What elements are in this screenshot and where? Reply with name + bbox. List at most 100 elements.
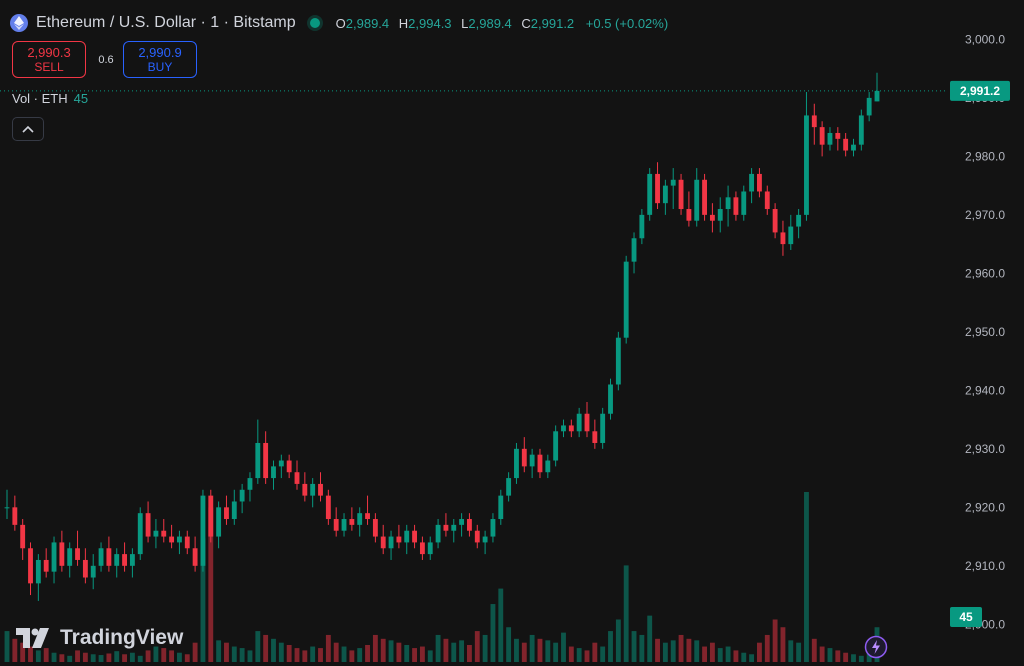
candle-body: [498, 495, 504, 520]
candle-body: [608, 384, 613, 414]
volume-bar: [396, 642, 402, 662]
candle-body: [169, 536, 175, 543]
volume-bar: [545, 640, 551, 662]
volume-bar: [67, 655, 73, 662]
symbol-title[interactable]: Ethereum / U.S. Dollar · 1 · Bitstamp: [36, 14, 296, 31]
volume-bar: [184, 654, 190, 662]
candle-body: [772, 209, 778, 233]
candle-body: [28, 548, 33, 584]
candle-body: [686, 209, 692, 221]
candle-body: [208, 495, 214, 537]
candle-body: [764, 191, 770, 210]
buy-button[interactable]: 2,990.9 BUY: [123, 41, 197, 78]
candle-body: [12, 507, 18, 525]
candle-body: [184, 536, 190, 549]
volume-bar: [255, 631, 261, 662]
volume-value: 45: [73, 91, 89, 106]
volume-bar: [122, 654, 127, 662]
spread-value: 0.6: [98, 54, 114, 66]
candle-body: [419, 542, 425, 555]
candle-body: [239, 489, 245, 502]
candle-body: [427, 542, 433, 555]
volume-bar: [490, 604, 496, 662]
volume-bar: [741, 652, 747, 662]
lightning-button[interactable]: [864, 635, 888, 659]
candle-body: [592, 431, 598, 443]
price-axis[interactable]: 2,900.02,910.02,920.02,930.02,940.02,950…: [965, 32, 1005, 631]
candle-body: [51, 542, 57, 572]
candle-body: [82, 559, 88, 578]
candle-body: [380, 536, 386, 549]
volume-bar: [137, 655, 143, 662]
candle-body: [733, 197, 739, 215]
candle-body: [576, 413, 582, 432]
volume-bar: [302, 650, 308, 662]
candle-body: [819, 127, 825, 145]
volume-bar: [788, 640, 794, 662]
volume-bar: [608, 631, 613, 662]
volume-bar: [28, 646, 33, 662]
volume-bar: [772, 619, 778, 662]
volume-bar: [435, 634, 441, 662]
candle-body: [271, 466, 276, 479]
volume-bar: [43, 648, 49, 662]
candle-body: [474, 530, 480, 543]
candle-body: [451, 524, 457, 531]
volume-label: Vol · ETH: [12, 91, 68, 106]
volume-bar: [725, 646, 731, 662]
candle-body: [694, 179, 700, 221]
close-value: 2,991.2: [530, 15, 575, 31]
sell-button[interactable]: 2,990.3 SELL: [12, 41, 86, 78]
volume-bar: [678, 634, 684, 662]
volume-bar: [780, 627, 786, 662]
candle-body: [678, 179, 684, 210]
candle-layer: [4, 72, 880, 601]
ethereum-icon: [10, 14, 28, 32]
open-key: O: [335, 15, 346, 31]
volume-bar: [59, 654, 65, 662]
candle-body: [20, 524, 26, 549]
candle-body: [804, 115, 809, 215]
volume-bar: [804, 492, 809, 662]
volume-bar: [357, 648, 363, 662]
volume-bar: [811, 638, 817, 662]
candle-body: [67, 548, 73, 566]
candle-body: [98, 548, 104, 566]
candle-body: [145, 513, 151, 537]
lightning-icon: [864, 635, 888, 659]
candle-body: [537, 454, 543, 473]
candle-body: [615, 337, 621, 385]
change-value: +0.5 (+0.02%): [585, 15, 669, 31]
volume-bar: [835, 650, 841, 662]
candle-body: [780, 232, 786, 245]
collapse-button[interactable]: [12, 117, 44, 141]
volume-bar: [459, 640, 465, 662]
sell-price: 2,990.3: [27, 45, 71, 60]
volume-bar: [412, 648, 417, 662]
candle-body: [349, 519, 355, 525]
volume-bar: [592, 642, 598, 662]
candle-body: [286, 460, 292, 473]
candle-body: [263, 442, 269, 479]
volume-bar: [709, 642, 715, 662]
volume-bar: [106, 653, 112, 662]
volume-bar: [506, 627, 512, 662]
market-status-icon[interactable]: [309, 18, 320, 28]
volume-bar: [12, 638, 18, 662]
candle-body: [333, 519, 339, 531]
candle-body: [177, 536, 182, 543]
high-value: 2,994.3: [408, 15, 452, 31]
volume-bar: [521, 642, 527, 662]
volume-bar: [98, 655, 104, 662]
candle-body: [278, 460, 284, 467]
volume-legend[interactable]: Vol · ETH 45: [12, 91, 88, 106]
volume-bar: [333, 642, 339, 662]
volume-bar: [365, 645, 370, 662]
volume-bar: [404, 645, 410, 662]
volume-bar: [631, 631, 637, 662]
volume-bar: [318, 648, 323, 662]
candle-body: [545, 460, 551, 473]
tradingview-logo[interactable]: TradingView: [16, 624, 183, 652]
candle-body: [114, 554, 120, 566]
